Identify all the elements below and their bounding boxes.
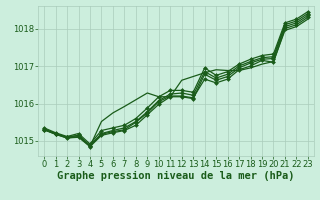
X-axis label: Graphe pression niveau de la mer (hPa): Graphe pression niveau de la mer (hPa) bbox=[57, 171, 295, 181]
